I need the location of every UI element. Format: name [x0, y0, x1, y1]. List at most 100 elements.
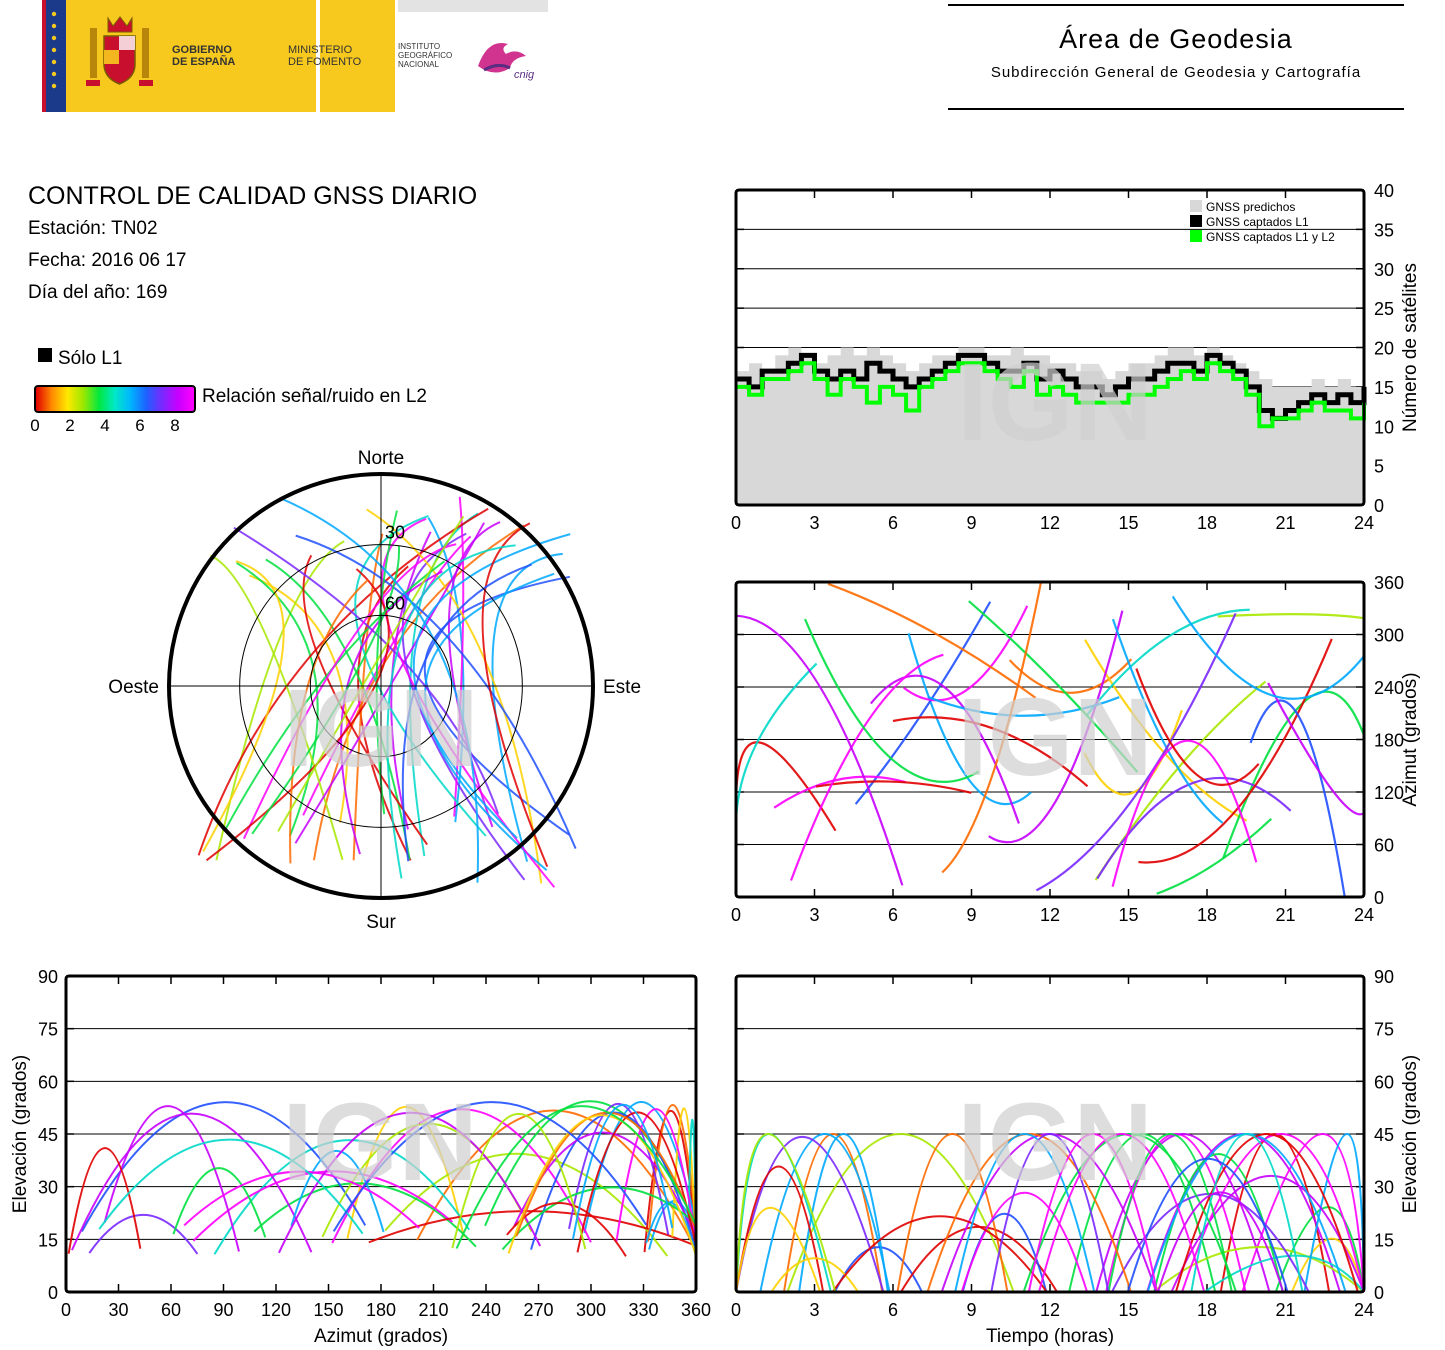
- satellite-track: [735, 1133, 837, 1293]
- ring-label: 60: [385, 593, 405, 613]
- y-tick-label: 60: [38, 1072, 58, 1092]
- y-tick-label: 180: [1374, 731, 1404, 751]
- y-tick-label: 30: [1374, 260, 1394, 280]
- snr-tick: 4: [100, 416, 110, 435]
- satellite-track: [869, 674, 1020, 824]
- satellite-track: [1222, 690, 1366, 859]
- north-label: Norte: [358, 448, 404, 469]
- satellite-track: [759, 1133, 891, 1293]
- satellite-track: [507, 1114, 697, 1256]
- y-tick-label: 240: [1374, 678, 1404, 698]
- satellite-track: [892, 716, 1089, 788]
- east-label: Este: [603, 677, 641, 698]
- satellite-track: [88, 1214, 199, 1255]
- chart-panel: 0 15 30 45 60 75 90 0 30 60 90 120 150 180 210 240 270 30…: [10, 967, 711, 1347]
- satellite-track: [280, 497, 479, 883]
- x-axis-label: Tiempo (horas): [986, 1326, 1114, 1347]
- satellite-track: [671, 1107, 697, 1245]
- satellite-track: [988, 610, 1124, 844]
- y-tick-label: 30: [1374, 1178, 1394, 1198]
- header-rule-bottom: [948, 108, 1404, 110]
- l1-only-label: Sólo L1: [58, 348, 123, 369]
- ign-watermark: IGN: [283, 667, 479, 790]
- satellite-track: [515, 1111, 697, 1237]
- satellite-track: [927, 695, 1120, 717]
- y-tick-label: 75: [38, 1020, 58, 1040]
- x-tick-label: 21: [1275, 513, 1295, 533]
- x-tick-label: 18: [1197, 1300, 1217, 1320]
- satellite-track: [735, 1165, 825, 1293]
- satellite-track: [734, 662, 818, 825]
- satellite-track: [103, 1105, 240, 1252]
- x-tick-label: 0: [731, 513, 741, 533]
- satellite-track: [451, 1113, 587, 1250]
- satellite-track: [366, 508, 543, 884]
- x-tick-label: 60: [161, 1300, 181, 1320]
- satellite-track: [783, 1133, 884, 1293]
- station-label: Estación: TN02: [28, 218, 158, 239]
- x-tick-label: 3: [809, 1300, 819, 1320]
- legend-swatch: [1190, 230, 1202, 242]
- y-tick-label: 120: [1374, 783, 1404, 803]
- satellite-track: [804, 618, 980, 783]
- snr-label: Relación señal/ruido en L2: [202, 386, 427, 407]
- satellite-track: [248, 574, 349, 823]
- x-axis-label: Azimut (grados): [314, 1326, 448, 1347]
- y-tick-label: 0: [1374, 1283, 1384, 1303]
- x-tick-label: 0: [61, 1300, 71, 1320]
- satellite-track: [568, 1102, 670, 1235]
- satellite-track: [424, 575, 571, 836]
- report-title: CONTROL DE CALIDAD GNSS DIARIO: [28, 182, 478, 210]
- satellite-track: [786, 1133, 1015, 1293]
- satellite-track: [1096, 776, 1292, 880]
- x-tick-label: 6: [888, 905, 898, 925]
- satellite-track: [1174, 1133, 1359, 1293]
- y-tick-label: 15: [38, 1230, 58, 1250]
- x-tick-label: 18: [1197, 513, 1217, 533]
- satellite-track: [352, 533, 384, 861]
- date-label: Fecha: 2016 06 17: [28, 250, 187, 271]
- satellite-track: [251, 545, 400, 835]
- satellite-track: [386, 544, 516, 879]
- x-tick-label: 15: [1118, 513, 1138, 533]
- x-tick-label: 24: [1354, 513, 1374, 533]
- satellite-track: [290, 1149, 385, 1233]
- satellite-track: [401, 532, 526, 881]
- satellite-track: [215, 540, 345, 861]
- x-tick-label: 180: [366, 1300, 396, 1320]
- y-axis-label: Elevación (grados): [1400, 1055, 1421, 1213]
- y-tick-label: 0: [1374, 496, 1384, 516]
- x-tick-label: 12: [1040, 905, 1060, 925]
- cnig-text: cnig: [514, 69, 535, 81]
- x-tick-label: 15: [1118, 1300, 1138, 1320]
- y-tick-label: 25: [1374, 299, 1394, 319]
- satellite-track: [1267, 682, 1365, 816]
- legend-label: GNSS captados L1 y L2: [1206, 230, 1335, 244]
- y-tick-label: 15: [1374, 1230, 1394, 1250]
- y-tick-label: 90: [38, 967, 58, 987]
- plot-border: [734, 188, 1366, 507]
- x-tick-label: 360: [681, 1300, 711, 1320]
- snr-colorbar: [34, 385, 196, 413]
- satellite-track: [903, 605, 1029, 702]
- satellite-track: [770, 1257, 859, 1293]
- satellite-track: [735, 614, 904, 886]
- satellite-track: [960, 1191, 1089, 1293]
- satellite-track: [827, 582, 1037, 699]
- plot-border: [734, 974, 1366, 1294]
- satellite-track: [1135, 668, 1260, 786]
- x-tick-label: 240: [471, 1300, 501, 1320]
- snr-tick: 6: [135, 416, 145, 435]
- satellite-track: [735, 1207, 822, 1293]
- y-tick-label: 20: [1374, 339, 1394, 359]
- satellite-track: [242, 543, 457, 840]
- x-tick-label: 90: [213, 1300, 233, 1320]
- satellite-track: [968, 600, 1139, 773]
- satellite-track: [1008, 658, 1133, 694]
- satellite-track: [202, 560, 285, 852]
- satellite-track: [1111, 739, 1258, 887]
- satellite-track: [571, 1103, 674, 1240]
- x-tick-label: 18: [1197, 905, 1217, 925]
